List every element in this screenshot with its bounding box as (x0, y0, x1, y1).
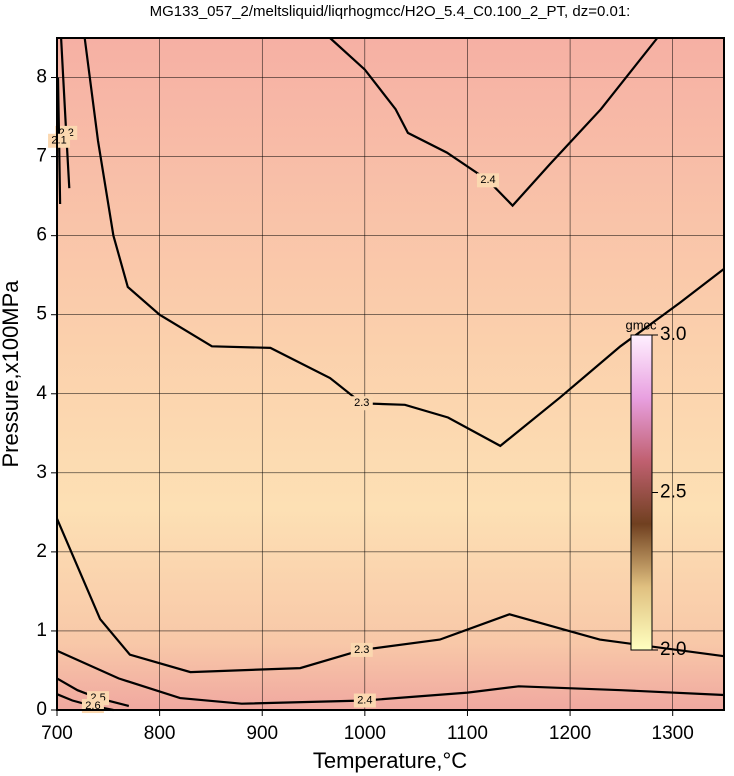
y-tick-label: 1 (36, 620, 47, 641)
y-tick-label: 4 (36, 383, 47, 404)
y-tick-label: 8 (36, 67, 47, 88)
contour-line (329, 37, 659, 208)
contour-label: 2.3 (354, 644, 369, 656)
x-tick-label: 700 (41, 723, 73, 744)
contour-label: 2.4 (357, 694, 372, 706)
contour-label-bg (350, 396, 373, 411)
x-tick-label: 1100 (447, 723, 488, 744)
contour-line (83, 37, 725, 448)
contour-label-bg (476, 173, 499, 188)
plot-layer: 2.42.32.32.42.22.12.52.6 (48, 37, 725, 714)
contour-label: 2.3 (354, 397, 369, 409)
colorbar-tick-label: 3.0 (660, 324, 686, 345)
x-tick-label: 1200 (549, 723, 591, 744)
plot-background (57, 38, 724, 710)
chart-title: MG133_057_2/meltsliquid/liqrhogmcc/H2O_5… (150, 3, 631, 20)
y-tick-label: 7 (36, 146, 47, 167)
colorbar-tick-label: 2.5 (660, 482, 686, 503)
x-tick-label: 1300 (652, 723, 694, 744)
y-tick-label: 6 (36, 225, 47, 246)
contour-label: 2.6 (85, 700, 100, 712)
colorbar (630, 334, 653, 651)
y-tick-label: 5 (36, 304, 47, 325)
x-tick-label: 800 (144, 723, 176, 744)
contour-line (55, 518, 725, 674)
contour-label-bg (353, 693, 376, 708)
contour-label: 2.1 (51, 135, 66, 147)
contour-label-bg (350, 642, 373, 657)
y-tick-label: 3 (36, 462, 47, 483)
colorbar-label: gmcc (625, 317, 657, 332)
y-tick-label: 2 (36, 541, 47, 562)
contour-label: 2.4 (480, 174, 495, 186)
contour-line (60, 37, 71, 189)
x-tick-label: 1000 (344, 723, 386, 744)
y-axis-label: Pressure,x100MPa (0, 280, 23, 468)
y-tick-label: 0 (36, 699, 47, 720)
plot-frame (56, 37, 725, 711)
contour-label-bg (48, 133, 71, 148)
x-axis-label: Temperature,°C (313, 748, 467, 773)
colorbar-tick-label: 2.0 (660, 639, 686, 660)
x-tick-label: 900 (246, 723, 278, 744)
